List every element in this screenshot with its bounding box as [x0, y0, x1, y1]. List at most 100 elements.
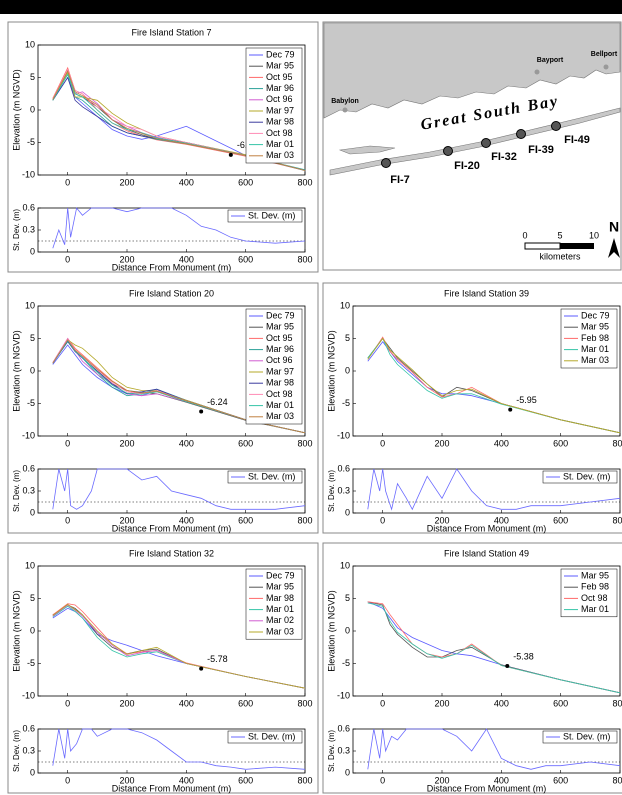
- chart-title: Fire Island Station 20: [129, 288, 214, 298]
- legend-label: St. Dev. (m): [563, 471, 610, 481]
- x-tick-label: 600: [238, 515, 253, 525]
- x-tick-label: 400: [179, 515, 194, 525]
- legend-box: [542, 730, 618, 744]
- y-tick-label: 5: [30, 72, 35, 82]
- legend-label: Dec 79: [266, 310, 295, 320]
- legend-label: Mar 01: [581, 344, 609, 354]
- x-tick-label: 600: [553, 698, 568, 708]
- annotation-label: -6.9: [237, 140, 253, 150]
- y-tick-label: 10: [340, 300, 350, 310]
- mainland: [323, 22, 621, 119]
- chart-title: Fire Island Station 7: [131, 27, 211, 37]
- legend-label: Oct 96: [266, 94, 293, 104]
- y-axis-label: Elevation (m NGVD): [11, 590, 21, 672]
- annotation-point: [199, 409, 204, 414]
- scale-label: 0: [522, 230, 527, 240]
- x-tick-label: 200: [119, 254, 134, 264]
- legend-label: Mar 01: [266, 400, 294, 410]
- y-tick-label: -5: [342, 398, 350, 408]
- x-axis-label: Distance From Monument (m): [427, 523, 547, 533]
- x-tick-label: 200: [119, 177, 134, 187]
- annotation-label: -5.95: [516, 395, 537, 405]
- y-axis-label: Elevation (m NGVD): [326, 330, 336, 412]
- annotation-point: [199, 666, 204, 671]
- y-tick-label: 0: [345, 625, 350, 635]
- legend-label: Mar 02: [266, 615, 294, 625]
- y-tick-label: 0.6: [22, 463, 35, 473]
- legend-box: [227, 470, 303, 484]
- legend-label: Mar 97: [266, 366, 294, 376]
- place-dot: [534, 69, 540, 75]
- legend-label: Mar 96: [266, 344, 294, 354]
- station-dot: [443, 146, 453, 156]
- x-tick-label: 0: [65, 438, 70, 448]
- legend-label: Dec 79: [581, 310, 610, 320]
- legend-label: Mar 98: [266, 593, 294, 603]
- station-dot: [516, 129, 526, 139]
- std-plot-area: [352, 728, 621, 774]
- y-tick-label: 0.3: [22, 485, 35, 495]
- y-tick-label: 0: [345, 365, 350, 375]
- x-tick-label: 800: [297, 515, 312, 525]
- legend-label: Oct 98: [266, 128, 293, 138]
- legend-label: Dec 79: [266, 49, 295, 59]
- y-tick-label: 0: [345, 767, 350, 777]
- panel: Fire Island Station 32 0 0 200 200 400 400 600 6…: [7, 542, 319, 794]
- y-tick-label: 10: [25, 39, 35, 49]
- legend-label: St. Dev. (m): [248, 471, 295, 481]
- series-line: [52, 73, 306, 171]
- legend-label: Oct 95: [266, 72, 293, 82]
- panel: Fire Island Station 39 0 0 200 200 400 400 600 6…: [322, 282, 622, 534]
- station-dot: [481, 138, 491, 148]
- x-tick-label: 0: [65, 698, 70, 708]
- scale-unit: kilometers: [539, 251, 581, 261]
- x-tick-label: 800: [612, 515, 622, 525]
- y-tick-label: -5: [27, 398, 35, 408]
- legend-box: [227, 730, 303, 744]
- annotation-label: -6.24: [207, 397, 228, 407]
- y-tick-label: 5: [30, 593, 35, 603]
- legend-label: Mar 01: [266, 139, 294, 149]
- y-tick-label: -10: [22, 690, 35, 700]
- y-tick-label: 0: [30, 625, 35, 635]
- scale-bar: [560, 243, 594, 249]
- legend-label: St. Dev. (m): [248, 210, 295, 220]
- legend-box: [227, 209, 303, 223]
- y-axis-label: Elevation (m NGVD): [326, 590, 336, 672]
- x-tick-label: 0: [380, 515, 385, 525]
- chart-title: Fire Island Station 39: [444, 288, 529, 298]
- series-line: [367, 468, 621, 511]
- y-tick-label: -5: [27, 658, 35, 668]
- y-tick-label: 0.3: [22, 745, 35, 755]
- chart-title: Fire Island Station 49: [444, 548, 529, 558]
- annotation-label: -5.38: [513, 651, 534, 661]
- legend-label: Oct 98: [581, 593, 608, 603]
- place-dot: [603, 64, 609, 70]
- x-tick-label: 200: [434, 438, 449, 448]
- y-tick-label: 0.6: [22, 723, 35, 733]
- series-line: [367, 337, 621, 434]
- x-tick-label: 800: [297, 698, 312, 708]
- x-tick-label: 0: [380, 438, 385, 448]
- panel: Fire Island Station 7 0 0 200 200 400 400 600 60…: [7, 21, 319, 273]
- legend-label: Dec 79: [266, 570, 295, 580]
- y-axis-label: Elevation (m NGVD): [11, 69, 21, 151]
- x-tick-label: 800: [297, 775, 312, 785]
- x-tick-label: 0: [65, 515, 70, 525]
- legend-label: Feb 98: [581, 333, 609, 343]
- legend-label: Mar 03: [581, 355, 609, 365]
- legend-label: Oct 96: [266, 355, 293, 365]
- y-tick-label: 0.3: [22, 224, 35, 234]
- x-tick-label: 600: [238, 775, 253, 785]
- legend-box: [542, 470, 618, 484]
- legend-label: Mar 03: [266, 150, 294, 160]
- station-label: FI-20: [454, 160, 480, 172]
- x-tick-label: 600: [238, 177, 253, 187]
- y-tick-label: -10: [337, 690, 350, 700]
- x-tick-label: 200: [119, 515, 134, 525]
- annotation-point: [228, 152, 233, 157]
- station-dot: [381, 158, 391, 168]
- legend-box: [560, 568, 618, 618]
- north-arrow: [608, 238, 620, 258]
